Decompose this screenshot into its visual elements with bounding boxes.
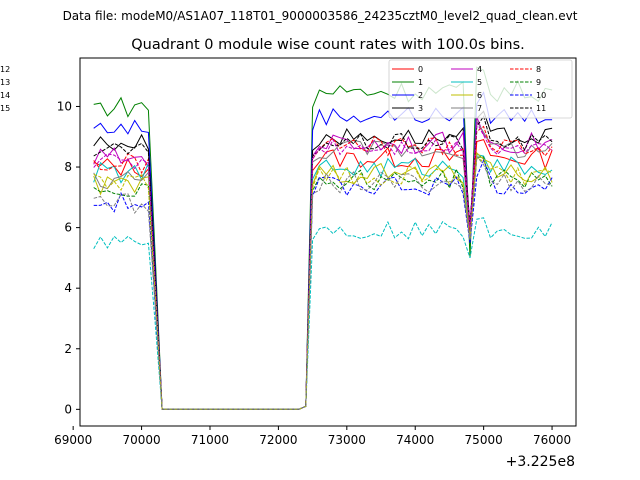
x-tick-label: 73000 <box>328 433 366 447</box>
legend-label: 9 <box>536 78 541 87</box>
x-tick-label: 72000 <box>259 433 297 447</box>
y-tick-label: 2 <box>64 342 72 356</box>
x-tick-label: 69000 <box>54 433 92 447</box>
y-tick-label: 8 <box>64 160 72 174</box>
legend-frame <box>388 59 573 119</box>
x-tick-label: 75000 <box>465 433 503 447</box>
legend-label: 14 <box>0 91 10 100</box>
legend-label: 12 <box>0 65 10 74</box>
x-tick-label: 74000 <box>396 433 434 447</box>
legend-label: 10 <box>536 91 546 100</box>
y-tick-label: 10 <box>57 99 72 113</box>
series-line-5 <box>93 153 553 410</box>
series-line-10 <box>93 159 553 410</box>
y-tick-label: 6 <box>64 221 72 235</box>
y-tick-label: 4 <box>64 281 72 295</box>
legend-label: 4 <box>477 65 482 74</box>
x-axis: 69000 70000 71000 72000 73000 74000 75000 76000 <box>54 426 571 447</box>
legend-label: 2 <box>418 91 423 100</box>
series-layer <box>93 66 553 410</box>
legend-label: 5 <box>477 78 482 87</box>
series-line-8 <box>93 125 553 410</box>
legend-label: 7 <box>477 104 482 113</box>
series-line-14 <box>93 157 553 410</box>
y-axis: 0 2 4 6 8 10 <box>57 99 80 416</box>
x-tick-label: 71000 <box>191 433 229 447</box>
legend-label: 6 <box>477 91 482 100</box>
x-offset-label: +3.225e8 <box>506 454 575 470</box>
legend-label: 15 <box>0 104 10 113</box>
x-tick-label: 76000 <box>533 433 571 447</box>
legend-label: 1 <box>418 78 423 87</box>
series-line-6 <box>93 151 553 410</box>
legend-label: 13 <box>0 78 10 87</box>
suptitle: Data file: modeM0/AS1A07_118T01_90000035… <box>63 9 578 23</box>
series-line-9 <box>93 156 553 410</box>
series-line-15 <box>93 155 553 410</box>
y-tick-label: 0 <box>64 402 72 416</box>
x-tick-label: 70000 <box>122 433 160 447</box>
legend-label: 11 <box>536 104 546 113</box>
legend-label: 8 <box>536 65 541 74</box>
series-line-13 <box>93 217 553 410</box>
chart-title: Quadrant 0 module wise count rates with … <box>131 37 525 53</box>
legend-label: 3 <box>418 104 423 113</box>
legend-label: 0 <box>418 65 423 74</box>
plot-frame <box>79 57 577 427</box>
series-line-12 <box>93 121 553 410</box>
